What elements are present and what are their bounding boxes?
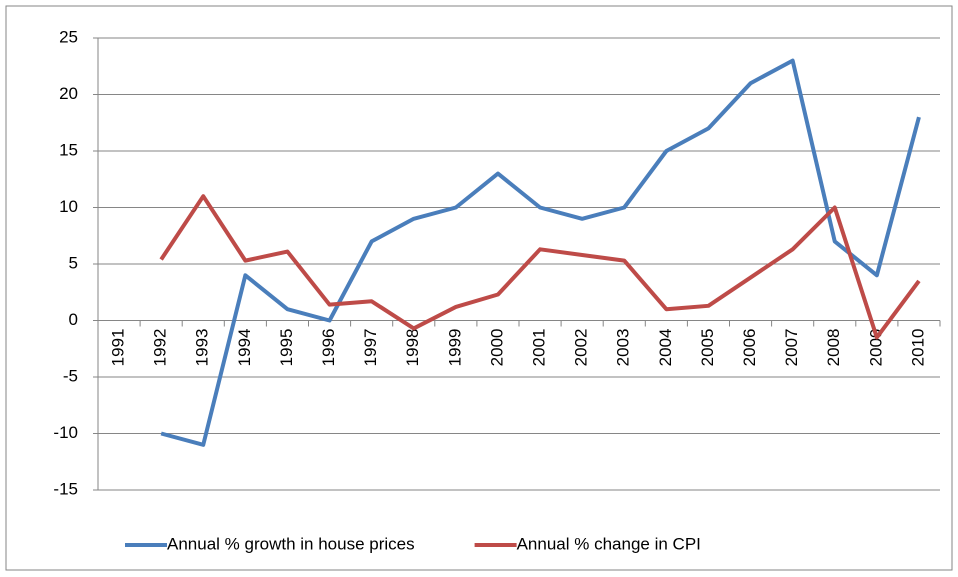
x-tick-label: 2004 xyxy=(656,329,675,367)
x-tick-label: 1997 xyxy=(361,329,380,367)
x-tick-label: 2006 xyxy=(740,329,759,367)
x-tick-label: 1993 xyxy=(193,329,212,367)
x-tick-label: 2000 xyxy=(487,329,506,367)
y-tick-label: -10 xyxy=(53,423,78,442)
x-tick-label: 1992 xyxy=(151,329,170,367)
x-tick-label: 2008 xyxy=(824,329,843,367)
x-tick-label: 2009 xyxy=(866,329,885,367)
x-tick-label: 2010 xyxy=(908,329,927,367)
x-tick-label: 1991 xyxy=(109,329,128,367)
chart-frame xyxy=(5,5,953,571)
y-tick-label: 5 xyxy=(69,253,78,272)
x-tick-label: 1999 xyxy=(445,329,464,367)
y-tick-label: 25 xyxy=(59,27,78,46)
y-tick-label: 0 xyxy=(69,310,78,329)
y-tick-label: -15 xyxy=(53,479,78,498)
x-tick-label: 2003 xyxy=(614,329,633,367)
legend-label: Annual % change in CPI xyxy=(517,534,701,553)
y-tick-label: 15 xyxy=(59,140,78,159)
y-tick-label: -5 xyxy=(63,366,78,385)
x-tick-label: 1998 xyxy=(403,329,422,367)
series-line xyxy=(159,194,921,340)
x-tick-label: 1996 xyxy=(319,329,338,367)
x-tick-label: 1995 xyxy=(277,329,296,367)
x-tick-label: 1994 xyxy=(235,329,254,367)
legend-label: Annual % growth in house prices xyxy=(167,534,415,553)
y-tick-label: 10 xyxy=(59,197,78,216)
x-tick-label: 2005 xyxy=(698,329,717,367)
series-line xyxy=(160,58,921,447)
x-tick-label: 2001 xyxy=(530,329,549,367)
x-tick-label: 2007 xyxy=(782,329,801,367)
x-tick-label: 2002 xyxy=(572,329,591,367)
y-tick-label: 20 xyxy=(59,84,78,103)
